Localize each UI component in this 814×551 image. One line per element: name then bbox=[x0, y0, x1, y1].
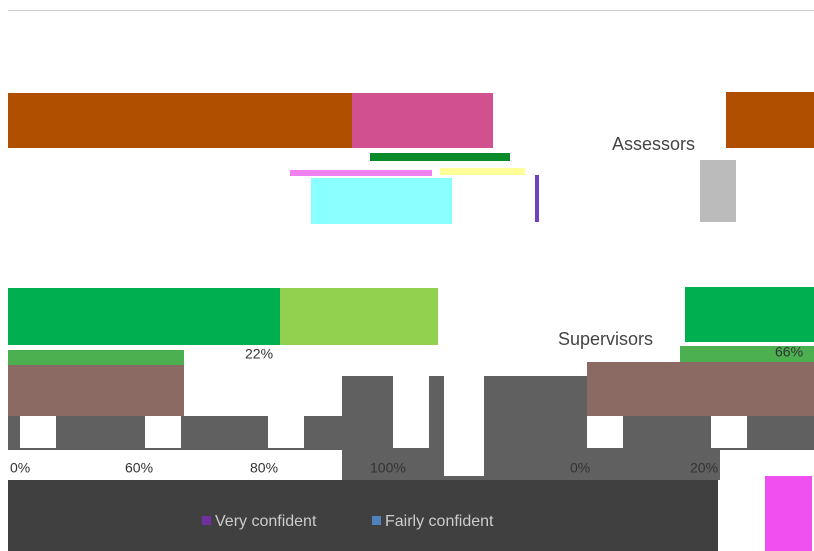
axis-text: 0% bbox=[570, 460, 590, 476]
strip bbox=[290, 170, 432, 176]
legend-swatch bbox=[202, 516, 211, 525]
legend-label: Very confident bbox=[215, 513, 317, 530]
block bbox=[726, 92, 814, 148]
block bbox=[685, 287, 814, 342]
block bbox=[765, 476, 812, 551]
label: Supervisors bbox=[558, 329, 653, 349]
axis-text: 60% bbox=[125, 460, 153, 476]
square bbox=[711, 416, 747, 448]
block bbox=[8, 288, 280, 345]
block bbox=[311, 178, 452, 224]
block bbox=[8, 480, 718, 551]
square bbox=[444, 376, 484, 476]
bar bbox=[535, 175, 539, 222]
legend-label: Fairly confident bbox=[385, 513, 494, 530]
value-text: 66% bbox=[775, 344, 803, 360]
square bbox=[587, 416, 623, 448]
strip bbox=[440, 168, 525, 175]
square bbox=[20, 416, 56, 448]
screenshot: Assessors Supervisors 22% 66% 0% 60% 80% 10… bbox=[0, 0, 814, 551]
strip bbox=[370, 153, 510, 161]
block bbox=[352, 93, 493, 148]
noise bbox=[700, 160, 736, 222]
square bbox=[393, 376, 429, 448]
axis-text: 20% bbox=[690, 460, 718, 476]
block bbox=[8, 365, 184, 416]
legend-swatch bbox=[372, 516, 381, 525]
strip bbox=[8, 350, 184, 365]
axis-text: 80% bbox=[250, 460, 278, 476]
axis-text: 100% bbox=[370, 460, 406, 476]
value-text: 22% bbox=[245, 346, 273, 362]
axis-text: 0% bbox=[10, 460, 30, 476]
label: Assessors bbox=[612, 134, 695, 154]
canvas: Assessors Supervisors 22% 66% 0% 60% 80% 10… bbox=[0, 0, 814, 551]
block bbox=[587, 362, 814, 416]
border bbox=[8, 10, 814, 11]
block bbox=[280, 288, 438, 345]
block bbox=[8, 93, 352, 148]
square bbox=[268, 416, 304, 448]
square bbox=[145, 416, 181, 448]
